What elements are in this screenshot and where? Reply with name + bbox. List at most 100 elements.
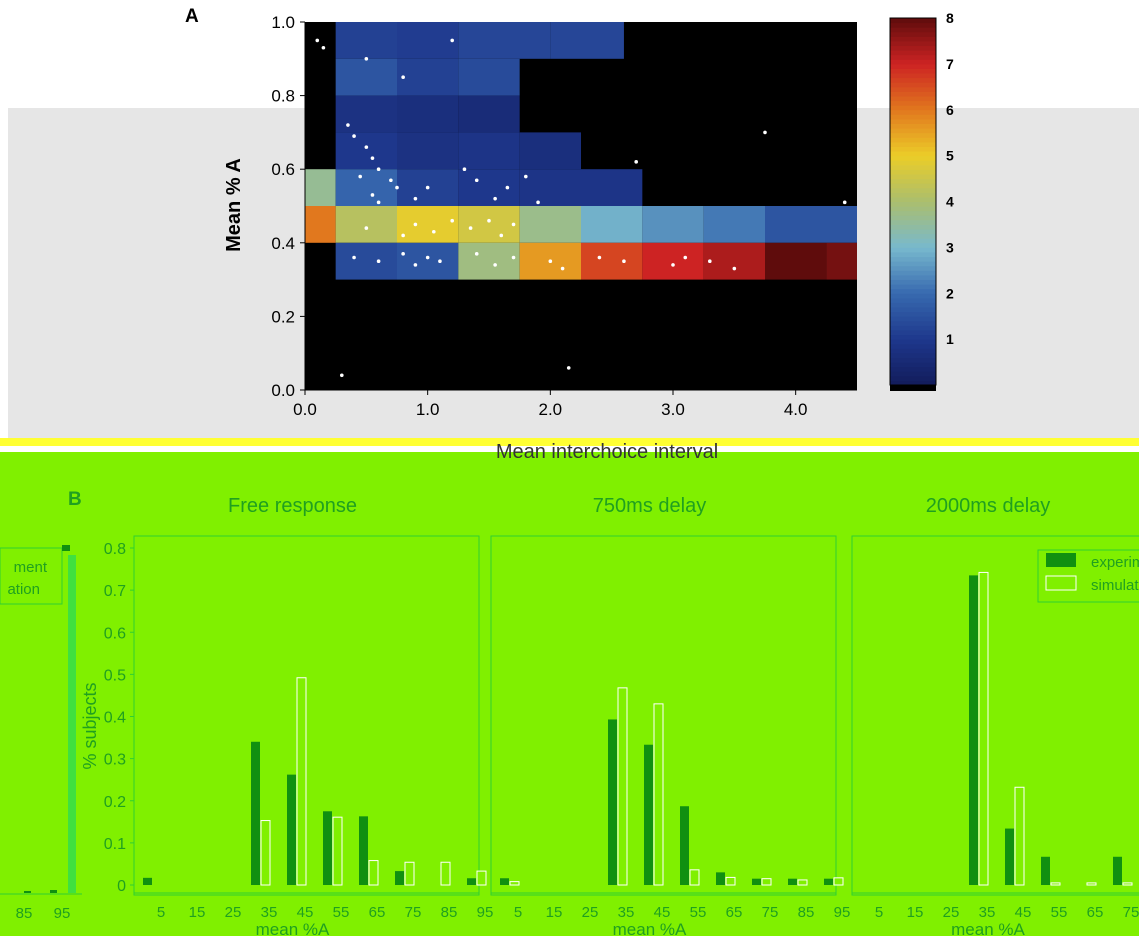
colorbar-segment xyxy=(890,105,936,111)
heatmap-point xyxy=(763,130,767,135)
heatmap-cell xyxy=(305,206,336,243)
heatmap-point xyxy=(364,145,369,149)
colorbar-segment xyxy=(890,325,936,331)
heatmap-point xyxy=(842,200,847,205)
colorbar-segment xyxy=(890,91,936,97)
colorbar-tick-label: 6 xyxy=(946,102,954,118)
heatmap-point xyxy=(389,178,393,183)
colorbar-segment xyxy=(890,128,936,134)
colorbar-segment xyxy=(890,279,936,285)
colorbar-segment xyxy=(890,366,936,372)
panel-a-ytick-label: 0.2 xyxy=(271,307,295,326)
colorbar-segment xyxy=(890,73,936,79)
bar-simulation xyxy=(260,820,271,886)
colorbar-segment xyxy=(890,293,936,299)
colorbar-segment xyxy=(890,40,936,47)
heatmap-point xyxy=(683,255,688,260)
heatmap-cell xyxy=(458,169,520,206)
colorbar-segment xyxy=(890,160,936,166)
bar-experiment xyxy=(395,871,404,885)
heatmap-point xyxy=(315,38,320,43)
heatmap-cell xyxy=(826,242,857,280)
bar-simulation xyxy=(404,861,415,886)
bar-subplot: Free response 5 15 25 35 45 55 65 75 85 95 mean %A 0… xyxy=(104,495,494,936)
heatmap-point xyxy=(468,226,473,230)
partial-xtick-85: 85 xyxy=(16,905,33,922)
colorbar-segment xyxy=(890,357,936,363)
colorbar-tick-label: 4 xyxy=(946,194,954,210)
colorbar-segment xyxy=(890,164,936,170)
heatmap-cell xyxy=(458,242,520,280)
heatmap-point xyxy=(401,233,405,238)
partial-left-subplot: ment ation 85 95 xyxy=(0,545,82,922)
colorbar-segment xyxy=(890,178,936,184)
heatmap-cell xyxy=(703,242,765,280)
heatmap-point xyxy=(634,160,638,164)
subplot-xtick-label: 65 xyxy=(1087,904,1104,921)
bar-simulation xyxy=(509,881,520,886)
heatmap-point xyxy=(438,259,442,264)
colorbar-tick-label: 5 xyxy=(946,148,954,164)
subplot-xtick-label: 15 xyxy=(907,904,924,921)
heatmap-cell xyxy=(335,132,397,170)
heatmap-point xyxy=(708,259,712,264)
subplot-ytick-label: 0.6 xyxy=(104,625,126,642)
heatmap-cells xyxy=(305,22,857,390)
subplot-title: 750ms delay xyxy=(593,495,706,517)
heatmap-point xyxy=(425,255,430,260)
legend: experiment simulation xyxy=(1037,549,1139,603)
bar-simulation xyxy=(689,869,700,886)
colorbar-segment xyxy=(890,132,936,138)
colorbar-tick-label: 3 xyxy=(946,239,954,255)
subplot-xtick-label: 55 xyxy=(333,904,350,921)
colorbar-segment xyxy=(890,362,936,368)
subplot-frame xyxy=(851,535,1139,896)
subplot-xtick-label: 25 xyxy=(582,904,599,921)
bar-simulation xyxy=(1122,882,1133,886)
heatmap-cell xyxy=(765,206,857,243)
colorbar-segment xyxy=(890,343,936,349)
colorbar-segment xyxy=(890,22,936,28)
colorbar-segment xyxy=(890,288,936,294)
heatmap-cell xyxy=(458,58,520,96)
panel-b-background xyxy=(0,452,1139,936)
colorbar-segment xyxy=(890,169,936,175)
subplot-ytick-label: 0.8 xyxy=(104,541,126,558)
bar-experiment xyxy=(680,806,689,885)
colorbar-segment xyxy=(890,118,936,125)
heatmap-point xyxy=(376,167,381,171)
colorbar-segment xyxy=(890,50,936,56)
heatmap-point xyxy=(321,45,326,50)
colorbar-segment xyxy=(890,311,936,317)
heatmap-cell xyxy=(458,206,520,243)
bar-simulation xyxy=(978,571,989,886)
colorbar-segment xyxy=(890,59,936,65)
colorbar-segment xyxy=(890,27,936,33)
heatmap-cell xyxy=(458,22,551,59)
colorbar-underflow xyxy=(890,385,936,391)
panel-a-xtick-label: 0.0 xyxy=(293,400,317,419)
colorbar-segment xyxy=(890,210,936,216)
subplot-ytick-label: 0.1 xyxy=(104,836,126,853)
legend-swatch-simulation xyxy=(1045,575,1077,591)
heatmap-point xyxy=(364,226,369,230)
heatmap-cell xyxy=(550,22,624,59)
heatmap-cell xyxy=(519,206,581,243)
subplot-xtick-label: 55 xyxy=(1051,904,1068,921)
colorbar-tick-label: 1 xyxy=(946,331,954,347)
colorbar-segment xyxy=(890,36,936,42)
colorbar-segment xyxy=(890,371,936,377)
colorbar-segment xyxy=(890,352,936,358)
bar-experiment xyxy=(500,878,509,885)
colorbar-segment xyxy=(890,238,936,244)
panel-a-xlabel: Mean interchoice interval xyxy=(496,441,718,463)
colorbar-segment xyxy=(890,316,936,322)
colorbar-segment xyxy=(890,141,936,147)
bar-experiment xyxy=(251,741,260,885)
colorbar-segment xyxy=(890,224,936,230)
colorbar-segment xyxy=(890,261,936,267)
colorbar-segment xyxy=(890,215,936,221)
heatmap-point xyxy=(548,259,553,264)
colorbar-segment xyxy=(890,206,936,212)
partial-bar-simulation-95 xyxy=(68,555,76,893)
